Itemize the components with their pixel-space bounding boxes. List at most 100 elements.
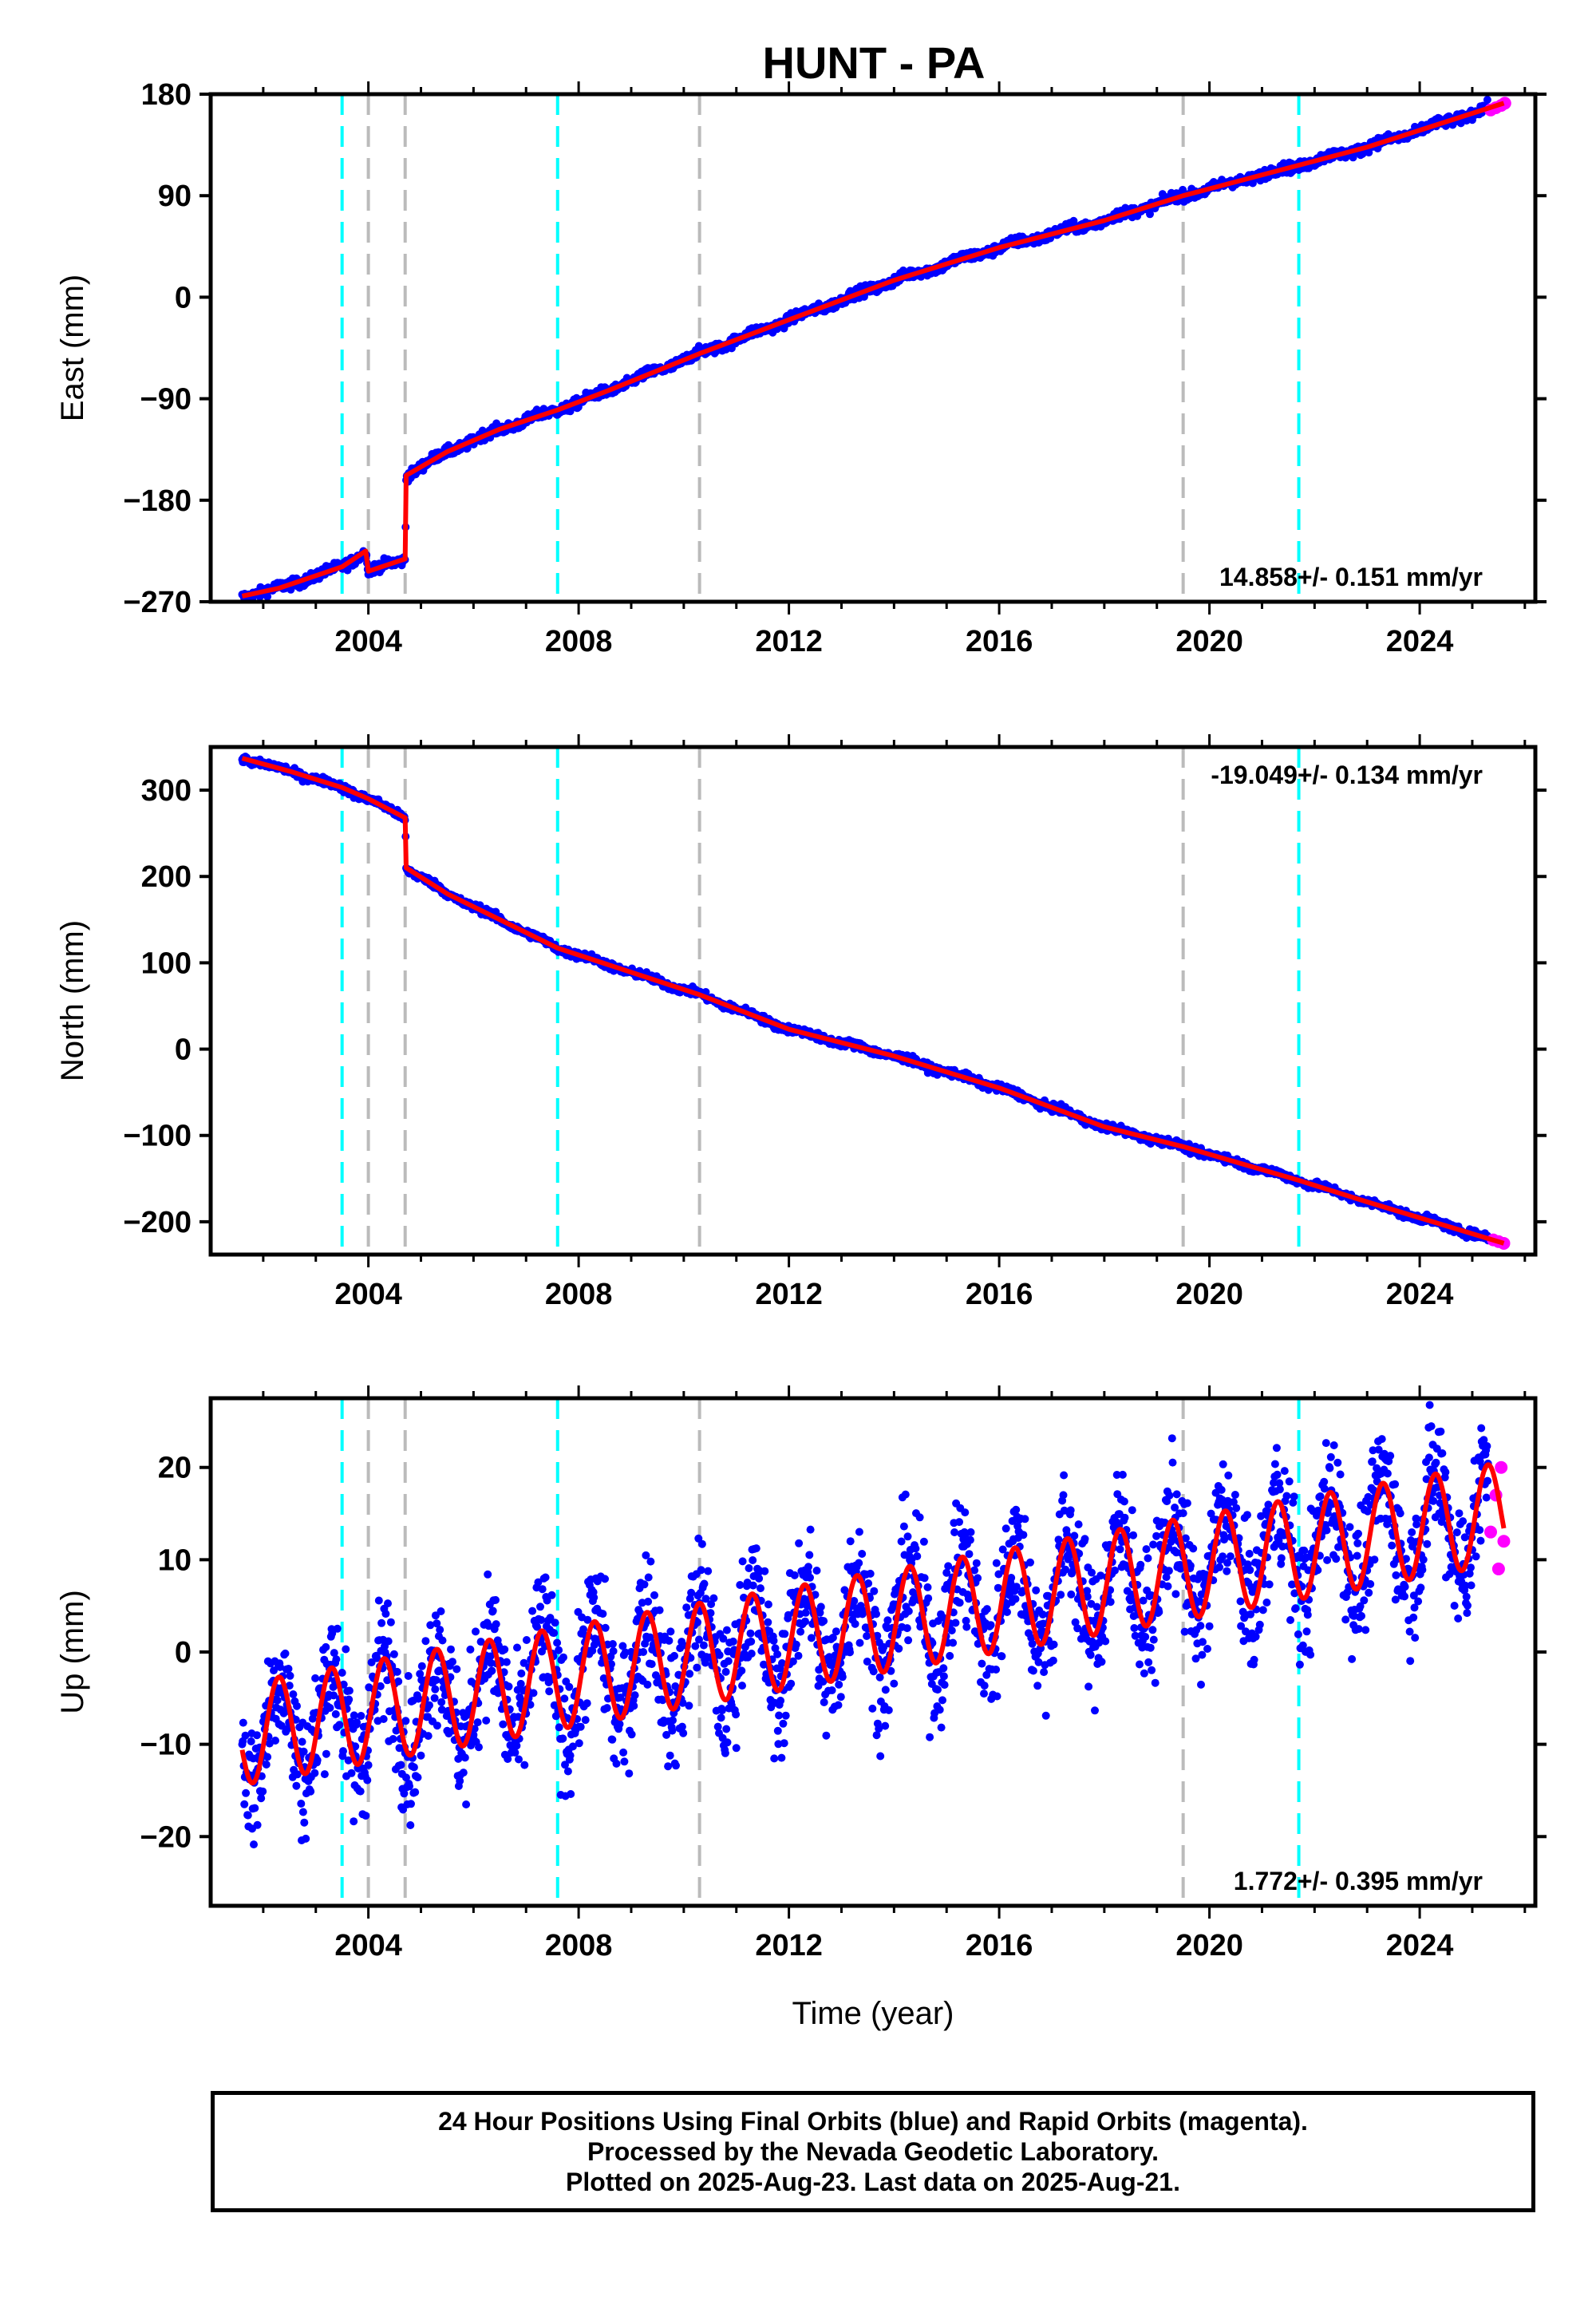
final-orbit-point: [389, 1735, 397, 1743]
final-orbit-point: [534, 1578, 543, 1587]
final-orbit-point: [568, 1742, 577, 1751]
final-orbit-point: [253, 1731, 261, 1740]
final-orbit-point: [377, 1618, 386, 1627]
final-orbit-point: [553, 1638, 562, 1647]
y-axis-label: East (mm): [55, 275, 90, 421]
final-orbit-point: [516, 1693, 524, 1701]
y-tick-label: 180: [141, 78, 192, 112]
model-fit: [241, 101, 1505, 599]
final-orbit-point: [646, 1633, 654, 1642]
final-orbit-point: [488, 1666, 496, 1675]
final-orbit-point: [644, 1597, 653, 1606]
final-orbit-point: [393, 1667, 401, 1676]
final-orbit-point: [394, 1677, 403, 1686]
y-tick-label: 90: [158, 180, 192, 213]
final-orbit-point: [298, 1808, 307, 1816]
final-orbit-point: [460, 1753, 469, 1762]
final-orbit-point: [662, 1730, 671, 1739]
final-orbit-point: [533, 1622, 542, 1631]
model-fit-line: [241, 756, 1505, 1246]
final-orbit-point: [438, 1636, 447, 1645]
final-orbit-point: [685, 1701, 693, 1710]
final-orbit-point: [538, 1585, 547, 1594]
final-orbit-point: [322, 1642, 330, 1651]
final-orbit-point: [499, 1720, 508, 1729]
final-orbit-point: [576, 1722, 585, 1731]
final-orbit-point: [351, 1742, 360, 1751]
y-tick-label: 300: [141, 774, 192, 808]
final-orbit-point: [447, 1645, 455, 1654]
final-orbit-point: [529, 1689, 538, 1697]
final-orbit-point: [452, 1665, 461, 1674]
final-orbit-point: [263, 592, 272, 601]
final-orbit-point: [516, 1679, 525, 1688]
final-orbit-point: [384, 1637, 393, 1646]
plot-frame: [208, 745, 1538, 1257]
final-orbit-point: [306, 1787, 315, 1796]
final-orbit-point: [559, 1653, 567, 1662]
final-orbit-point: [616, 1694, 625, 1701]
final-orbit-point: [302, 1834, 310, 1843]
final-orbit-point: [332, 1655, 341, 1664]
final-orbit-point: [259, 1787, 267, 1796]
final-orbit-point: [448, 1658, 456, 1666]
y-tick-label: −90: [140, 383, 192, 417]
x-tick-label: 2016: [966, 1278, 1033, 1311]
x-tick-label: 2008: [545, 1278, 613, 1311]
final-orbit-point: [456, 1777, 464, 1785]
final-orbit-point: [342, 1645, 350, 1654]
final-orbit-point: [682, 1603, 691, 1612]
x-tick-label: 2024: [1386, 625, 1454, 658]
final-orbit-point: [437, 1705, 446, 1714]
final-orbit-point: [602, 1704, 611, 1713]
final-orbit-point: [466, 1645, 475, 1654]
final-orbit-point: [437, 1607, 445, 1615]
plot-frame: [208, 92, 1538, 604]
final-orbit-point: [487, 1658, 496, 1667]
final-orbit-point: [416, 1670, 425, 1678]
final-orbit-point: [338, 1669, 346, 1677]
final-orbit-point: [250, 1840, 258, 1849]
final-orbit-point: [545, 1687, 554, 1696]
final-orbit-point: [666, 1627, 675, 1636]
final-orbit-point: [678, 1638, 686, 1646]
final-orbit-point: [601, 1623, 610, 1632]
final-orbit-point: [326, 1704, 334, 1712]
final-orbit-point: [546, 1614, 555, 1622]
final-orbit-point: [400, 1789, 409, 1798]
final-orbit-point: [536, 1603, 544, 1611]
final-orbit-point: [646, 1557, 655, 1566]
final-orbit-point: [462, 1800, 471, 1808]
final-orbit-point: [644, 1573, 653, 1582]
final-orbit-point: [615, 1720, 624, 1729]
final-orbit-point: [257, 1794, 266, 1803]
final-orbit-point: [273, 1696, 282, 1705]
final-orbit-point: [590, 1593, 598, 1602]
final-orbit-point: [567, 1790, 575, 1798]
final-orbit-point: [608, 1640, 617, 1648]
final-orbit-point: [563, 1767, 572, 1776]
final-orbit-point: [253, 1820, 262, 1829]
final-orbit-point: [476, 1638, 485, 1646]
final-orbit-point: [433, 1721, 441, 1730]
x-tick-label: 2012: [755, 1278, 823, 1311]
final-orbit-point: [488, 1607, 497, 1615]
final-orbit-point: [494, 1689, 503, 1697]
y-tick-label: −270: [123, 586, 192, 619]
final-orbit-point: [431, 1685, 440, 1694]
final-orbit-point: [285, 1682, 294, 1690]
final-orbit-point: [561, 1761, 569, 1769]
final-orbit-point: [504, 1682, 513, 1691]
final-orbit-point: [407, 1800, 415, 1808]
final-orbit-point: [630, 1701, 638, 1710]
x-tick-label: 2004: [334, 1278, 402, 1311]
final-orbit-point: [492, 1620, 500, 1629]
y-tick-label: 0: [175, 1034, 192, 1067]
final-orbit-point: [284, 1665, 293, 1673]
final-orbit-point: [511, 1749, 519, 1757]
final-orbit-point: [297, 1800, 306, 1808]
final-orbit-point: [350, 1817, 358, 1826]
final-orbit-point: [517, 1669, 526, 1678]
